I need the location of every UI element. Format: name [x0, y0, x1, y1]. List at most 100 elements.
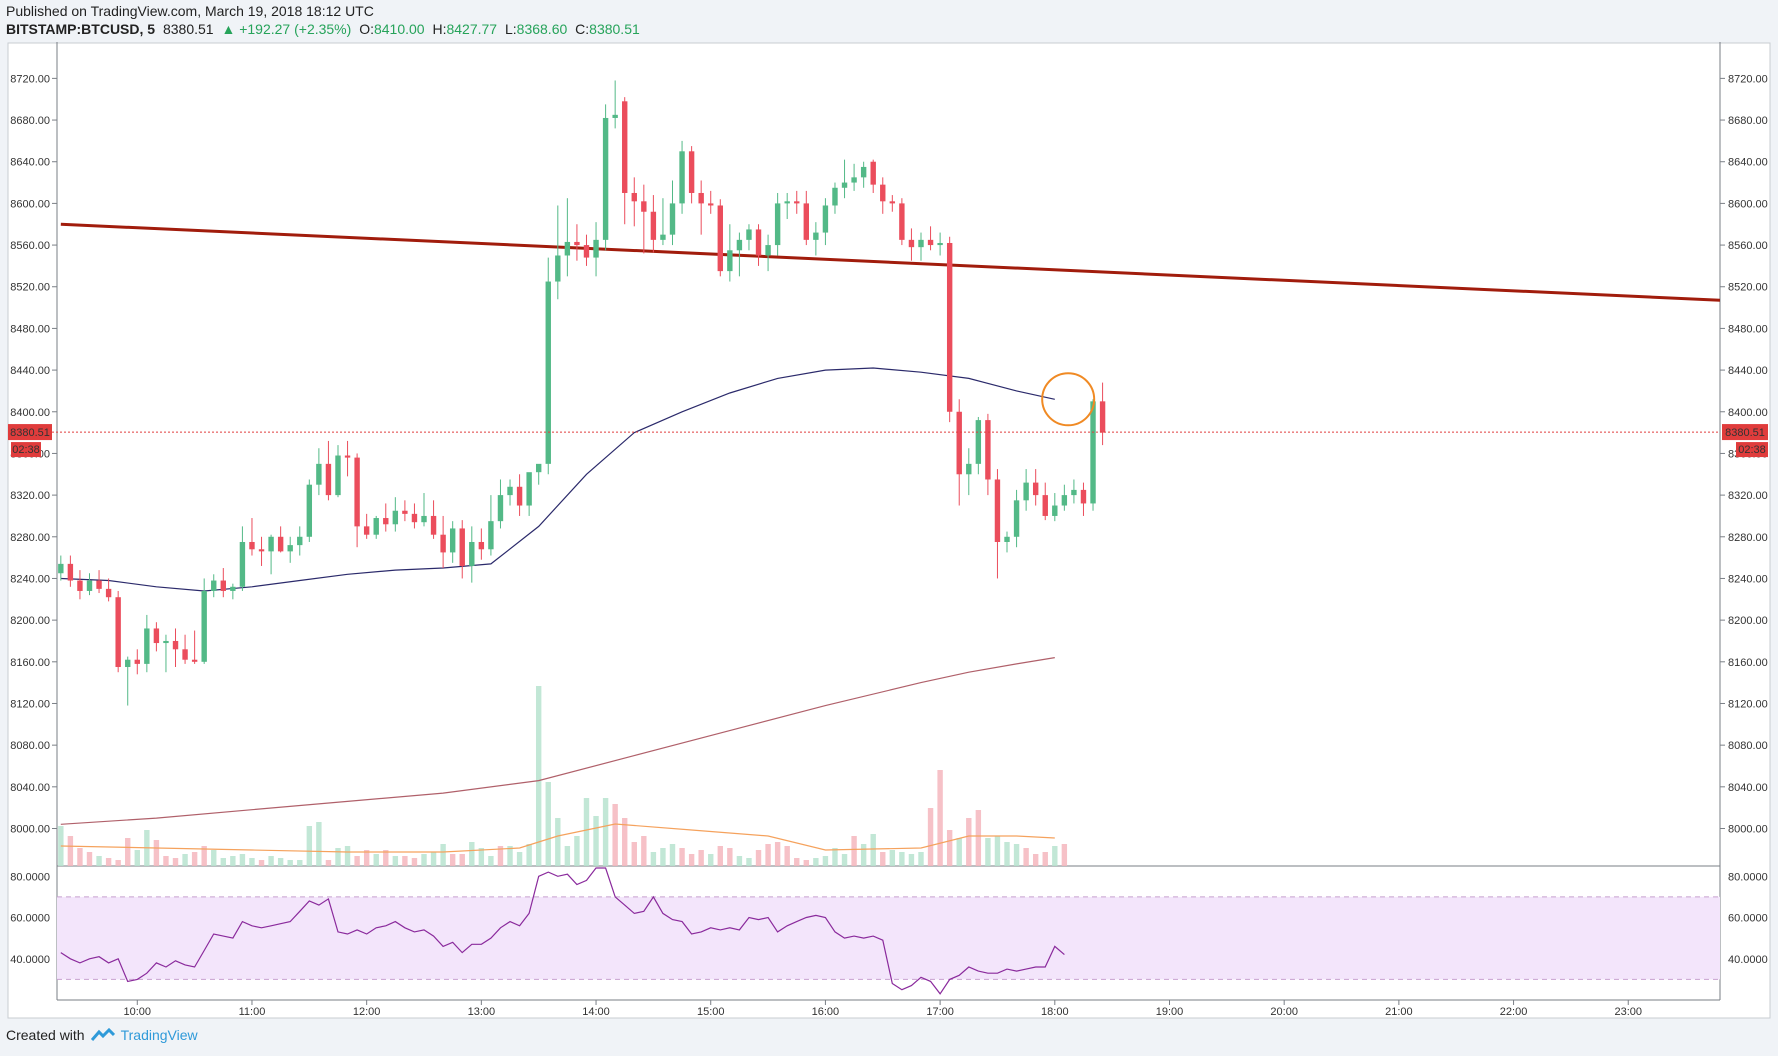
price-tick-label: 8640.00 [10, 157, 50, 169]
candle-down [889, 195, 896, 212]
volume-bar [182, 854, 188, 866]
price-tick-label: 8080.00 [10, 740, 50, 752]
candle-up [163, 634, 169, 673]
candle-body [392, 510, 399, 525]
price-tick-label: 8400.00 [10, 407, 50, 419]
candle-down [440, 515, 446, 569]
candle-body [880, 184, 886, 202]
candle-body [354, 457, 360, 527]
candle-body [574, 241, 580, 246]
candle-down [908, 228, 915, 261]
candle-body [899, 203, 905, 240]
close-label: C: [575, 21, 590, 37]
candle-up [297, 526, 303, 556]
candle-body [507, 486, 513, 496]
time-tick-label: 18:00 [1041, 1006, 1069, 1018]
volume-bar [497, 846, 504, 866]
volume-bar [822, 856, 829, 866]
created-with-label: Created with [6, 1027, 85, 1043]
candle-up [851, 163, 857, 191]
volume-bar [392, 856, 399, 866]
volume-bar [516, 852, 523, 866]
candle-body [325, 463, 332, 496]
volume-bar [669, 844, 676, 866]
volume-bar [1032, 854, 1039, 866]
volume-bar [459, 854, 465, 866]
price-tick-label-right: 8480.00 [1728, 323, 1768, 335]
volume-bar [755, 850, 762, 866]
price-tick-label: 8440.00 [10, 365, 50, 377]
time-tick-label: 17:00 [926, 1006, 954, 1018]
volume-bar [841, 854, 848, 866]
time-tick-label: 12:00 [353, 1006, 381, 1018]
candle-down [1080, 482, 1087, 516]
candle-body [191, 659, 198, 662]
candle-up [306, 479, 313, 542]
candle-up [1090, 399, 1096, 511]
candle-body [622, 101, 628, 193]
volume-bar [535, 686, 542, 866]
price-tick-label-right: 8560.00 [1728, 240, 1768, 252]
published-line: Published on TradingView.com, March 19, … [6, 3, 374, 19]
time-tick-label: 16:00 [812, 1006, 840, 1018]
candle-body [287, 545, 293, 552]
candle-body [58, 563, 64, 574]
volume-bar [297, 860, 303, 866]
candle-body [937, 242, 943, 246]
candle-up [679, 140, 685, 214]
candle-up [1004, 531, 1010, 553]
candle-body [813, 232, 819, 240]
rsi-tick-label-right: 40.0000 [1728, 954, 1768, 966]
volume-bar [746, 858, 752, 866]
candle-body [411, 513, 418, 523]
price-tick-label: 8320.00 [10, 490, 50, 502]
candle-body [1099, 401, 1106, 433]
candle-body [96, 580, 102, 589]
low-value: 8368.60 [516, 21, 568, 37]
volume-bar [86, 852, 93, 866]
price-tick-label: 8720.00 [10, 73, 50, 85]
annotation-circle [1041, 372, 1096, 427]
tradingview-brand[interactable]: TradingView [120, 1027, 198, 1043]
candle-up [86, 573, 93, 596]
candle-up [918, 232, 924, 261]
candle-body [144, 628, 150, 664]
candle-body [708, 203, 714, 206]
volume-bar [77, 848, 83, 866]
symbol-label[interactable]: BITSTAMP:BTCUSD, 5 [6, 21, 156, 37]
price-tick-label-right: 8280.00 [1728, 532, 1768, 544]
candle-body [851, 177, 857, 183]
volume-bar [507, 846, 513, 866]
candle-body [688, 151, 695, 193]
candle-down [717, 199, 723, 277]
candle-body [77, 580, 83, 591]
candle-up [1013, 489, 1020, 548]
countdown-tag-right [1736, 442, 1768, 458]
candle-down [583, 234, 590, 266]
volume-bar [688, 854, 695, 866]
volume-ma-line [60, 823, 1055, 853]
candle-body [755, 229, 762, 256]
volume-bar [488, 856, 494, 866]
candle-up [239, 526, 246, 591]
candle-down [67, 555, 74, 587]
candle-body [650, 211, 657, 240]
chart-background [7, 42, 1771, 1019]
volume-bar [794, 858, 800, 866]
candle-body [268, 536, 274, 552]
countdown-label-left: 02:38 [12, 444, 40, 456]
volume-bar [927, 808, 934, 866]
price-tick-label-right: 8240.00 [1728, 573, 1768, 585]
candle-down [899, 198, 905, 246]
price-tick-label: 8160.00 [10, 657, 50, 669]
price-tick-label: 8040.00 [10, 782, 50, 794]
candle-body [803, 203, 810, 240]
volume-bar [994, 836, 1001, 866]
price-tick-label-right: 8520.00 [1728, 282, 1768, 294]
high-label: H: [432, 21, 447, 37]
last-price-label-left: 8380.51 [10, 427, 50, 439]
candle-up [841, 159, 848, 199]
candle-up [535, 463, 542, 485]
candle-down [880, 177, 886, 214]
